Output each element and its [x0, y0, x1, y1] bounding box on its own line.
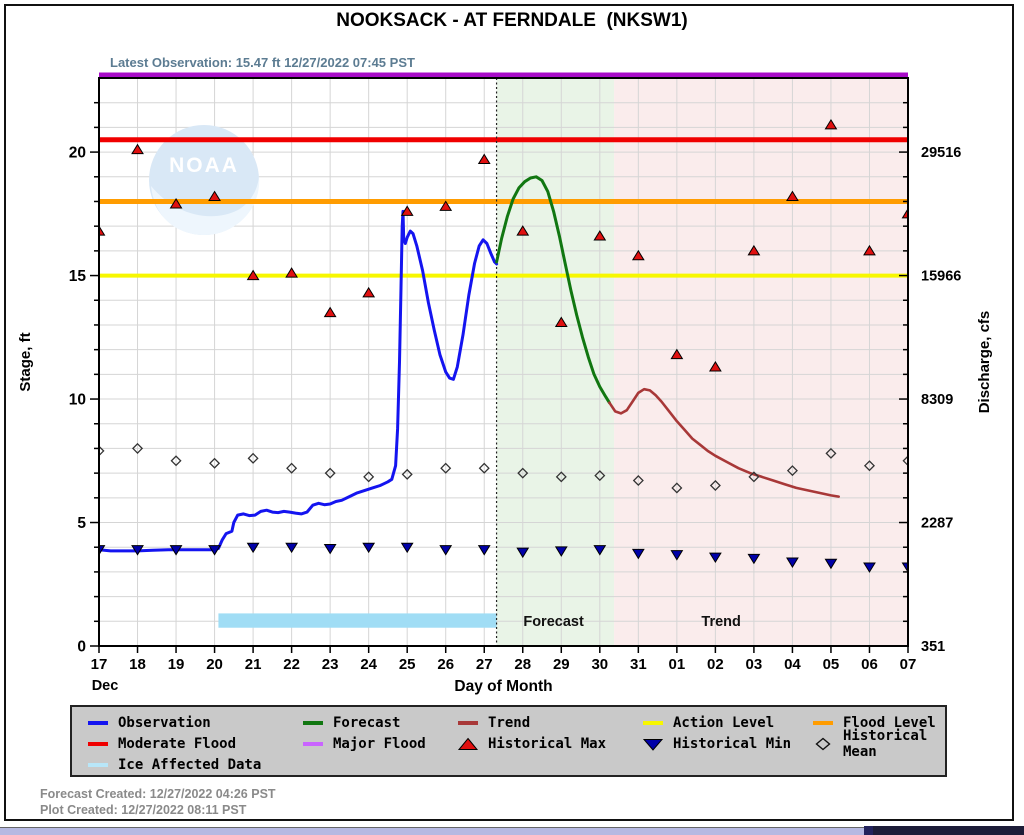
svg-text:01: 01	[669, 656, 686, 673]
svg-text:24: 24	[360, 656, 377, 673]
plot-footer: Forecast Created: 12/27/2022 04:26 PST P…	[40, 786, 276, 818]
latest-observation-text: Latest Observation: 15.47 ft 12/27/2022 …	[110, 55, 415, 70]
legend-label: Historical Min	[673, 735, 792, 752]
month-label: Dec	[92, 678, 119, 694]
legend-marker-triangle-up	[456, 737, 480, 751]
svg-text:0: 0	[77, 639, 86, 656]
x-axis-title: Day of Month	[454, 678, 552, 695]
legend-label: Observation	[118, 714, 211, 731]
legend-marker-line	[811, 716, 835, 730]
axis-labels: 17 18 19 20 21 22 23 24 25 26 27 28 29 30 31 01 02 03 04 05…	[69, 145, 962, 695]
markers-historical-max	[99, 118, 908, 372]
legend-label: Major Flood	[333, 735, 426, 752]
page-border	[4, 4, 1014, 821]
svg-text:07: 07	[900, 656, 917, 673]
svg-text:05: 05	[823, 656, 840, 673]
legend-marker-line	[86, 716, 110, 730]
svg-text:29516: 29516	[921, 145, 961, 161]
bottom-scrollbar-endcap[interactable]	[864, 826, 873, 835]
svg-text:351: 351	[921, 639, 945, 655]
region-label-trend: Trend	[701, 614, 740, 630]
svg-text:NOAA: NOAA	[169, 154, 239, 177]
svg-text:10: 10	[69, 392, 86, 409]
legend-item: Flood Level	[811, 712, 945, 733]
legend-label: Historical Max	[488, 735, 607, 752]
plot-border	[98, 77, 909, 647]
svg-text:8309: 8309	[921, 392, 953, 408]
legend-item: Major Flood	[301, 733, 456, 754]
legend-item: Observation	[86, 712, 301, 733]
svg-text:15966: 15966	[921, 269, 961, 285]
legend-marker-triangle-down	[641, 737, 665, 751]
bottom-scrollbar-strip[interactable]	[0, 827, 864, 835]
series-trend	[608, 387, 840, 498]
series-forecast	[495, 175, 611, 405]
svg-text:2287: 2287	[921, 516, 953, 532]
legend-marker-line	[456, 716, 480, 730]
svg-text:26: 26	[437, 656, 454, 673]
svg-text:06: 06	[861, 656, 878, 673]
axis-ticks	[90, 101, 909, 653]
svg-text:20: 20	[206, 656, 223, 673]
legend-item: Historical Max	[456, 733, 641, 754]
svg-text:27: 27	[476, 656, 493, 673]
svg-text:03: 03	[746, 656, 763, 673]
y-axis-title-left: Stage, ft	[17, 332, 34, 391]
y-axis-title-right: Discharge, cfs	[976, 311, 993, 414]
svg-text:29: 29	[553, 656, 570, 673]
legend-marker-line	[641, 716, 665, 730]
legend-label: Historical Mean	[843, 727, 928, 760]
svg-text:31: 31	[630, 656, 647, 673]
legend-label: Forecast	[333, 714, 401, 731]
svg-text:21: 21	[245, 656, 262, 673]
forecast-created-text: Forecast Created: 12/27/2022 04:26 PST	[40, 787, 276, 801]
ice-affected-bar	[218, 613, 497, 628]
markers-historical-min	[99, 542, 908, 573]
legend-item: Ice Affected Data	[86, 754, 301, 775]
svg-text:28: 28	[514, 656, 531, 673]
legend-label: Flood Level	[843, 714, 936, 731]
chart-title: NOOKSACK - AT FERNDALE (NKSW1)	[336, 10, 688, 31]
svg-text:04: 04	[784, 656, 801, 673]
legend-marker-diamond	[811, 737, 835, 751]
svg-text:17: 17	[91, 656, 108, 673]
legend-box: Observation Forecast Trend Action Level Floo…	[70, 705, 947, 777]
svg-text:23: 23	[322, 656, 339, 673]
svg-text:5: 5	[77, 515, 86, 532]
legend-marker-line	[86, 737, 110, 751]
legend-marker-line	[301, 716, 325, 730]
legend-marker-line	[301, 737, 325, 751]
region-forecast	[496, 78, 615, 646]
region-trend	[614, 78, 908, 646]
markers-historical-mean	[99, 442, 908, 494]
legend-item: Forecast	[301, 712, 456, 733]
svg-text:15: 15	[69, 268, 87, 285]
svg-text:30: 30	[591, 656, 608, 673]
legend-item: Historical Mean	[811, 728, 945, 760]
svg-text:20: 20	[69, 145, 86, 162]
region-label-forecast: Forecast	[523, 614, 584, 630]
legend-marker-line	[86, 758, 110, 772]
series-observation	[99, 209, 499, 553]
legend-item: Historical Min	[641, 733, 811, 754]
svg-text:25: 25	[399, 656, 416, 673]
legend-label: Trend	[488, 714, 531, 731]
svg-text:22: 22	[283, 656, 300, 673]
legend-item: Moderate Flood	[86, 733, 301, 754]
bottom-window-corner	[873, 826, 1024, 835]
svg-text:02: 02	[707, 656, 724, 673]
svg-text:19: 19	[168, 656, 185, 673]
plot-created-text: Plot Created: 12/27/2022 08:11 PST	[40, 803, 247, 817]
legend-label: Ice Affected Data	[118, 756, 262, 773]
legend-label: Action Level	[673, 714, 775, 731]
legend-item: Action Level	[641, 712, 811, 733]
svg-text:18: 18	[129, 656, 146, 673]
legend-item: Trend	[456, 712, 641, 733]
legend-label: Moderate Flood	[118, 735, 237, 752]
